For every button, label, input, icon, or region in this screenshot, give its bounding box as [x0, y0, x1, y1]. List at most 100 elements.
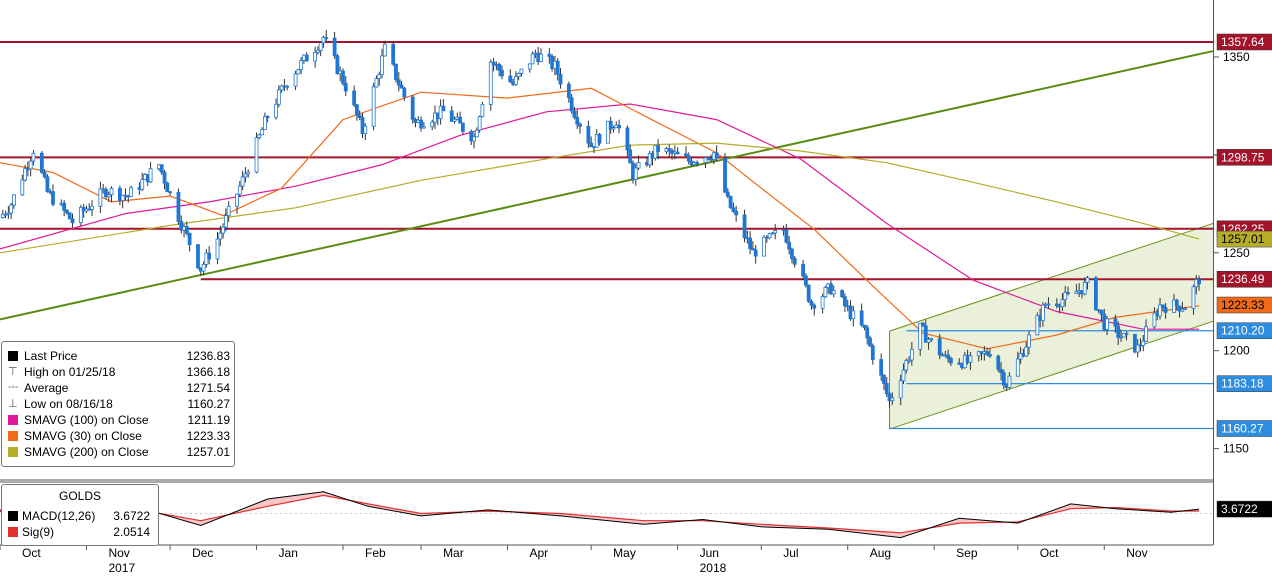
value-tag-label: 1183.18 [1221, 377, 1264, 391]
candle [605, 120, 610, 144]
candle-body [343, 82, 348, 92]
candle-body [1121, 332, 1126, 338]
candle [1085, 275, 1090, 290]
candle-body [469, 131, 474, 142]
candle [474, 127, 479, 138]
candle-body [1144, 326, 1148, 342]
candle [1152, 307, 1157, 329]
candle-body [728, 195, 733, 209]
candle [792, 255, 797, 268]
legend-row-average: -◦- Average 1271.54 [8, 381, 230, 395]
candle-body [1041, 304, 1045, 322]
candle [168, 191, 172, 196]
candle-body [996, 355, 1001, 370]
candle-body [140, 179, 145, 190]
candle-body [260, 129, 265, 136]
macd-legend-row-signal: Sig(9) 2.0514 [6, 524, 154, 540]
candle [246, 169, 251, 178]
candle-body [539, 53, 543, 63]
candle [1160, 304, 1165, 311]
candle-body [675, 151, 680, 155]
square-icon [8, 351, 18, 361]
candle-body [168, 191, 172, 194]
candle [324, 30, 329, 42]
candle-body [508, 75, 513, 83]
candle-body [1066, 292, 1070, 295]
x-month-label: Jul [783, 546, 798, 560]
candle [801, 259, 805, 280]
candle-body [240, 176, 245, 187]
candle [625, 125, 630, 157]
candle-body [62, 202, 67, 211]
sma200-line [0, 142, 1200, 254]
candle [106, 191, 111, 203]
candle [1054, 298, 1059, 309]
candle [829, 280, 833, 295]
candle [957, 358, 962, 366]
candle-body [3, 213, 8, 216]
candle [480, 101, 485, 118]
candle-body [812, 304, 817, 309]
candle-body [684, 153, 688, 157]
candle [566, 81, 571, 103]
candle-body [299, 60, 304, 70]
candle [578, 122, 582, 134]
candle [1074, 284, 1079, 295]
candle [90, 200, 94, 217]
candle [558, 68, 563, 89]
candle [547, 47, 552, 64]
value-tag-label: 1298.75 [1221, 150, 1265, 164]
macd-tag: 3.6722 [1216, 500, 1272, 518]
candle [1113, 314, 1118, 333]
candle-body [449, 110, 454, 122]
candle-body [884, 382, 889, 395]
x-month-label: Nov [108, 546, 129, 560]
candle-body [458, 116, 463, 124]
candle-body [491, 61, 496, 65]
candle-body [98, 188, 103, 207]
candle [78, 204, 83, 227]
candle [1163, 302, 1168, 319]
candle [946, 349, 950, 363]
candle-body [870, 345, 875, 360]
candle [321, 35, 326, 48]
legend-row-sma100: SMAVG (100) on Close 1211.19 [6, 412, 230, 428]
candle [207, 246, 212, 265]
candle-body [843, 296, 847, 307]
candle-body [686, 155, 691, 162]
candle-body [285, 85, 290, 88]
candle-body [396, 79, 401, 86]
candle [843, 293, 847, 313]
candle [23, 164, 27, 182]
candle [586, 120, 591, 149]
candle-body [633, 167, 638, 180]
candle [221, 223, 225, 239]
candle [926, 337, 931, 350]
candle [9, 202, 14, 220]
candle [396, 72, 401, 92]
candle-body [246, 171, 251, 175]
candle-body [586, 125, 591, 144]
candle [890, 392, 895, 405]
candle [472, 132, 476, 149]
candle-body [315, 50, 320, 53]
candle-body [968, 355, 973, 363]
candle-body [196, 244, 200, 269]
candle-body [572, 110, 577, 118]
candle-body [12, 194, 16, 206]
x-month-label: Oct [1040, 546, 1059, 560]
candle [823, 285, 828, 298]
candle-body [1124, 332, 1129, 335]
candle-body [1074, 291, 1079, 295]
candle [686, 152, 691, 165]
candle-body [926, 338, 931, 343]
candle-body [318, 42, 323, 51]
candle [647, 150, 652, 168]
value-tag-box [1216, 33, 1272, 51]
candle-body [263, 116, 267, 131]
candle-body [516, 73, 521, 78]
candle-body [937, 338, 942, 356]
candle [20, 174, 25, 197]
candle-body [65, 209, 69, 214]
candle [519, 68, 524, 77]
